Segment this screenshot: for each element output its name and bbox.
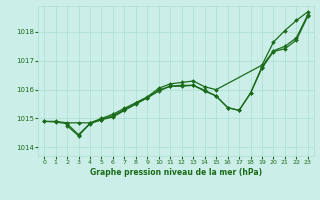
X-axis label: Graphe pression niveau de la mer (hPa): Graphe pression niveau de la mer (hPa) bbox=[90, 168, 262, 177]
